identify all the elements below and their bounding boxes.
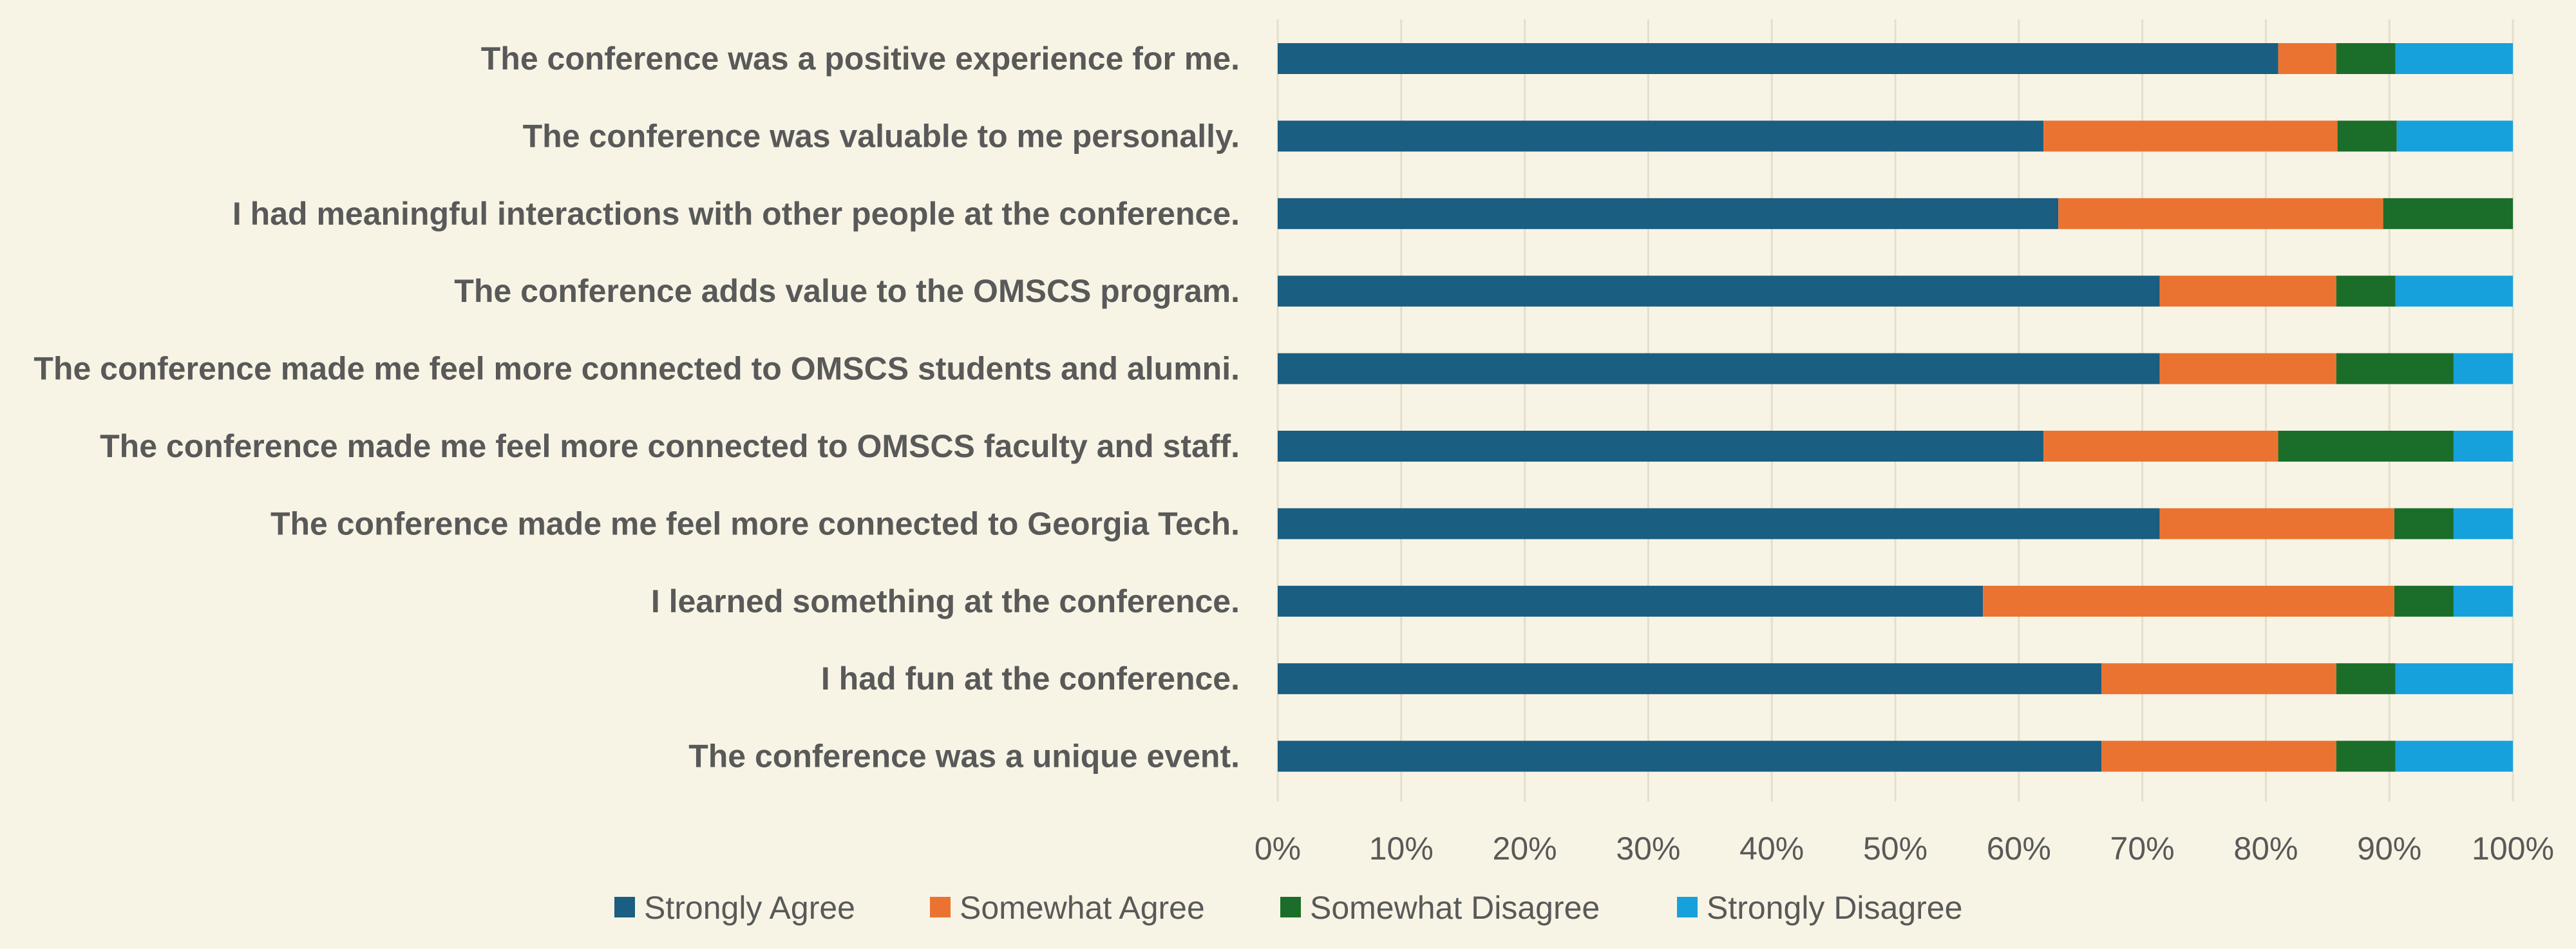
bar-segment	[2043, 120, 2338, 152]
bar-segment	[2337, 120, 2397, 152]
category-label: The conference was a unique event.	[688, 738, 1240, 775]
bar-segment	[2395, 276, 2513, 307]
category-label: The conference made me feel more connect…	[100, 428, 1240, 464]
bar-segment	[1278, 663, 2102, 695]
bars	[1278, 43, 2513, 772]
x-tick-label: 100%	[2472, 831, 2554, 867]
bar-segment	[2396, 120, 2513, 152]
bar-segment	[1278, 585, 1984, 617]
bar-segment	[2101, 740, 2336, 772]
category-label: The conference adds value to the OMSCS p…	[454, 273, 1240, 309]
bar-segment	[1278, 43, 2278, 74]
category-label: The conference was a positive experience…	[481, 41, 1240, 77]
bar-segment	[1983, 585, 2394, 617]
bar-segment	[1278, 198, 2059, 229]
legend-swatch	[1280, 897, 1301, 917]
category-label: I had fun at the conference.	[821, 661, 1240, 697]
bar-segment	[2159, 508, 2394, 540]
bar-segment	[2383, 198, 2513, 229]
x-tick-label: 30%	[1616, 831, 1680, 867]
bar-segment	[1278, 508, 2160, 540]
x-tick-label: 10%	[1369, 831, 1434, 867]
bar-segment	[2336, 663, 2396, 695]
category-label: The conference was valuable to me person…	[523, 118, 1240, 154]
bar-segment	[2159, 276, 2336, 307]
bar-segment	[2101, 663, 2336, 695]
x-tick-label: 0%	[1255, 831, 1301, 867]
category-labels: The conference was a positive experience…	[33, 41, 1240, 775]
bar-segment	[2336, 43, 2396, 74]
legend-swatch	[930, 897, 951, 917]
legend-label: Somewhat Disagree	[1310, 890, 1600, 926]
x-tick-label: 70%	[2110, 831, 2175, 867]
bar-segment	[2058, 198, 2383, 229]
bar-segment	[2043, 431, 2278, 462]
bar-segment	[1278, 740, 2102, 772]
x-tick-label: 80%	[2233, 831, 2298, 867]
bar-segment	[2394, 585, 2454, 617]
bar-segment	[2159, 353, 2336, 384]
legend-label: Strongly Disagree	[1707, 890, 1962, 926]
x-tick-label: 40%	[1739, 831, 1804, 867]
legend: Strongly Agree Somewhat Agree Somewhat Dis…	[614, 890, 1962, 926]
category-label: The conference made me feel more connect…	[33, 351, 1240, 387]
bar-segment	[1278, 120, 2044, 152]
category-label: I had meaningful interactions with other…	[232, 196, 1240, 232]
legend-swatch	[1677, 897, 1698, 917]
bar-segment	[2336, 740, 2396, 772]
bar-segment	[2336, 276, 2396, 307]
x-axis-tick-labels: 0% 10% 20% 30% 40% 50% 60% 70% 80% 90% 100%	[1255, 831, 2554, 867]
bar-segment	[2395, 663, 2513, 695]
bar-segment	[2453, 508, 2513, 540]
x-tick-label: 60%	[1987, 831, 2051, 867]
x-tick-label: 50%	[1863, 831, 1927, 867]
bar-segment	[1278, 431, 2044, 462]
bar-segment	[1278, 353, 2160, 384]
bar-segment	[2278, 43, 2336, 74]
category-label: I learned something at the conference.	[651, 583, 1240, 619]
bar-segment	[2453, 353, 2513, 384]
bar-segment	[2453, 585, 2513, 617]
bar-segment	[2395, 43, 2513, 74]
bar-segment	[2395, 740, 2513, 772]
bar-segment	[2278, 431, 2454, 462]
x-tick-label: 20%	[1493, 831, 1557, 867]
legend-swatch	[614, 897, 635, 917]
x-tick-label: 90%	[2357, 831, 2421, 867]
bar-segment	[2336, 353, 2454, 384]
legend-label: Somewhat Agree	[960, 890, 1205, 926]
bar-segment	[1278, 276, 2160, 307]
legend-label: Strongly Agree	[644, 890, 855, 926]
category-label: The conference made me feel more connect…	[270, 505, 1240, 541]
bar-segment	[2394, 508, 2454, 540]
bar-segment	[2453, 431, 2513, 462]
